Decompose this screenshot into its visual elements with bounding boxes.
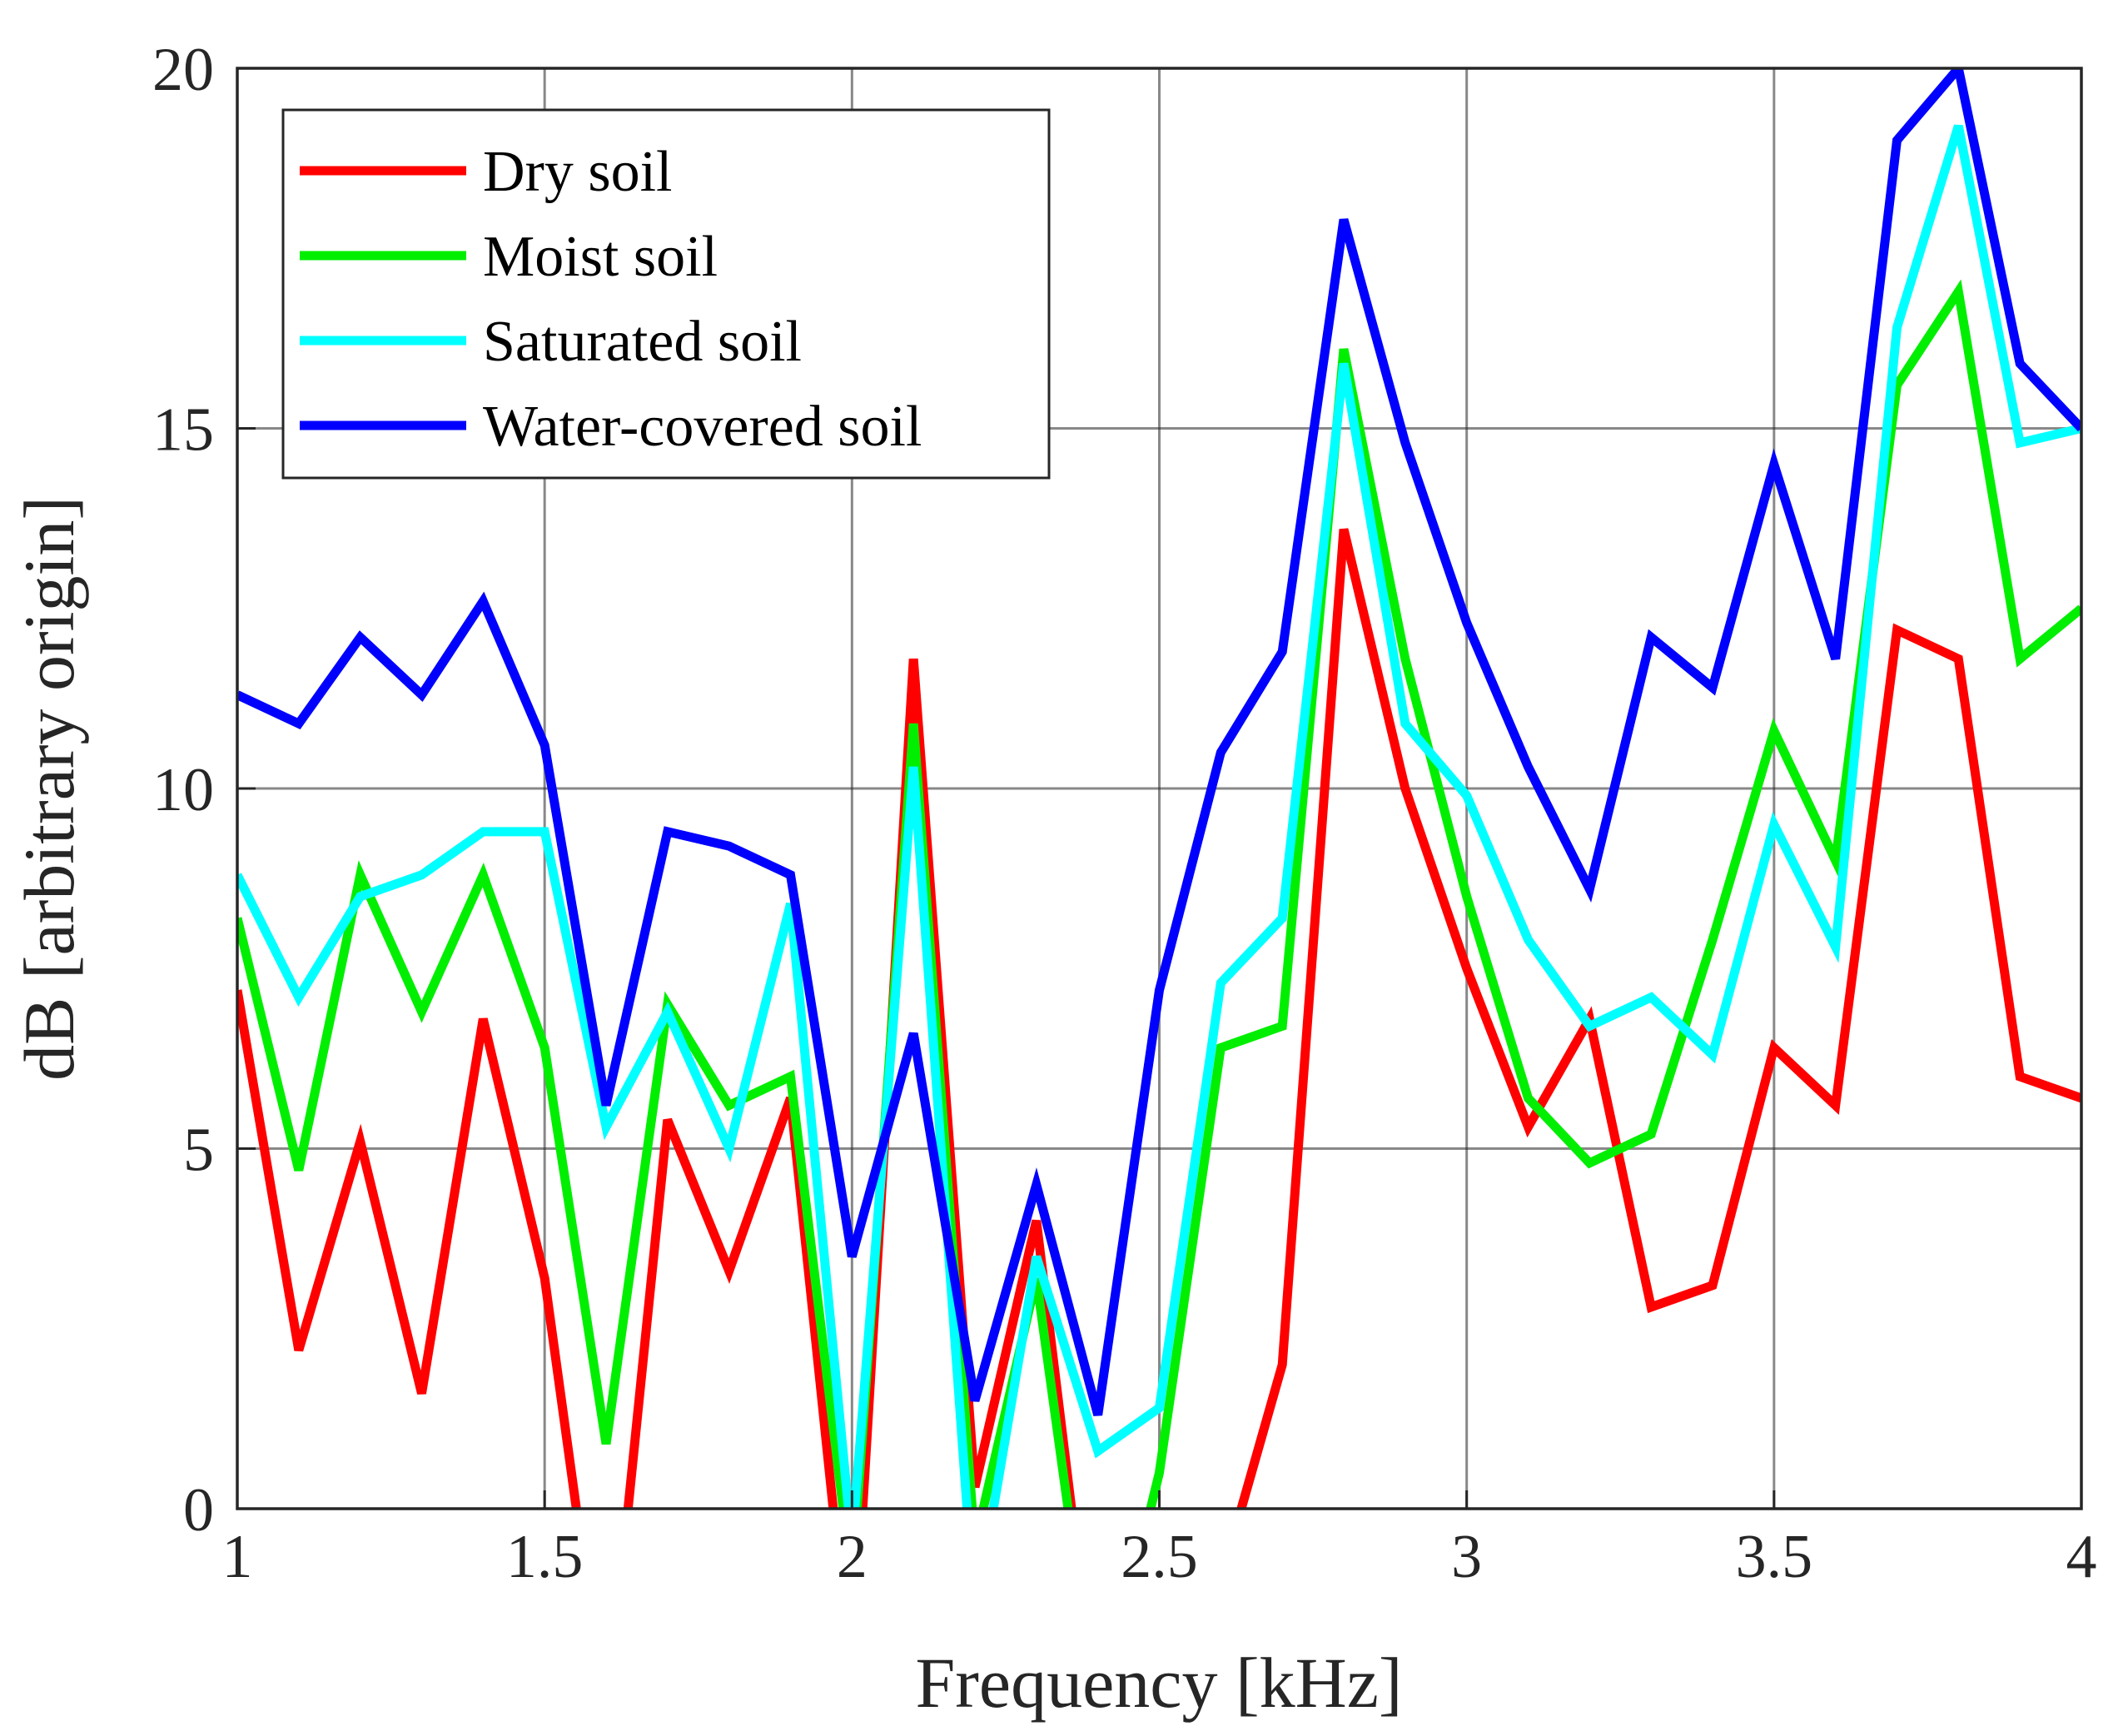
series-line-2: [237, 124, 2081, 1509]
series-line-1: [237, 279, 2081, 1509]
y-axis-ticks: 0 5 10 15 20: [152, 36, 256, 1544]
legend-label-2: Saturated soil: [483, 310, 802, 374]
y-tick-label: 20: [152, 36, 214, 104]
series-group: [237, 68, 2081, 1509]
x-tick-label: 2: [837, 1523, 868, 1591]
x-tick-label: 1.5: [506, 1523, 584, 1591]
y-tick-label: 5: [183, 1117, 214, 1185]
legend-label-3: Water-covered soil: [483, 395, 922, 459]
y-tick-label: 10: [152, 756, 214, 824]
x-tick-label: 2.5: [1121, 1523, 1198, 1591]
legend-label-0: Dry soil: [483, 140, 673, 204]
x-tick-label: 3: [1451, 1523, 1482, 1591]
legend: Dry soil Moist soil Saturated soil Water-co…: [281, 108, 1051, 480]
series-line-3: [237, 68, 2081, 1416]
x-axis-title: Frequency [kHz]: [915, 1643, 1402, 1723]
x-axis-ticks: 1 1.5 2 2.5 3 3.5 4: [222, 1490, 2097, 1591]
x-tick-label: 4: [2066, 1523, 2097, 1591]
x-tick-label: 3.5: [1736, 1523, 1813, 1591]
series-line-0: [237, 528, 2081, 1509]
y-tick-label: 0: [183, 1476, 214, 1544]
y-tick-label: 15: [152, 396, 214, 465]
legend-label-1: Moist soil: [483, 225, 718, 289]
y-axis-title: dB [arbitrary origin]: [9, 496, 89, 1081]
x-tick-label: 1: [222, 1523, 253, 1591]
